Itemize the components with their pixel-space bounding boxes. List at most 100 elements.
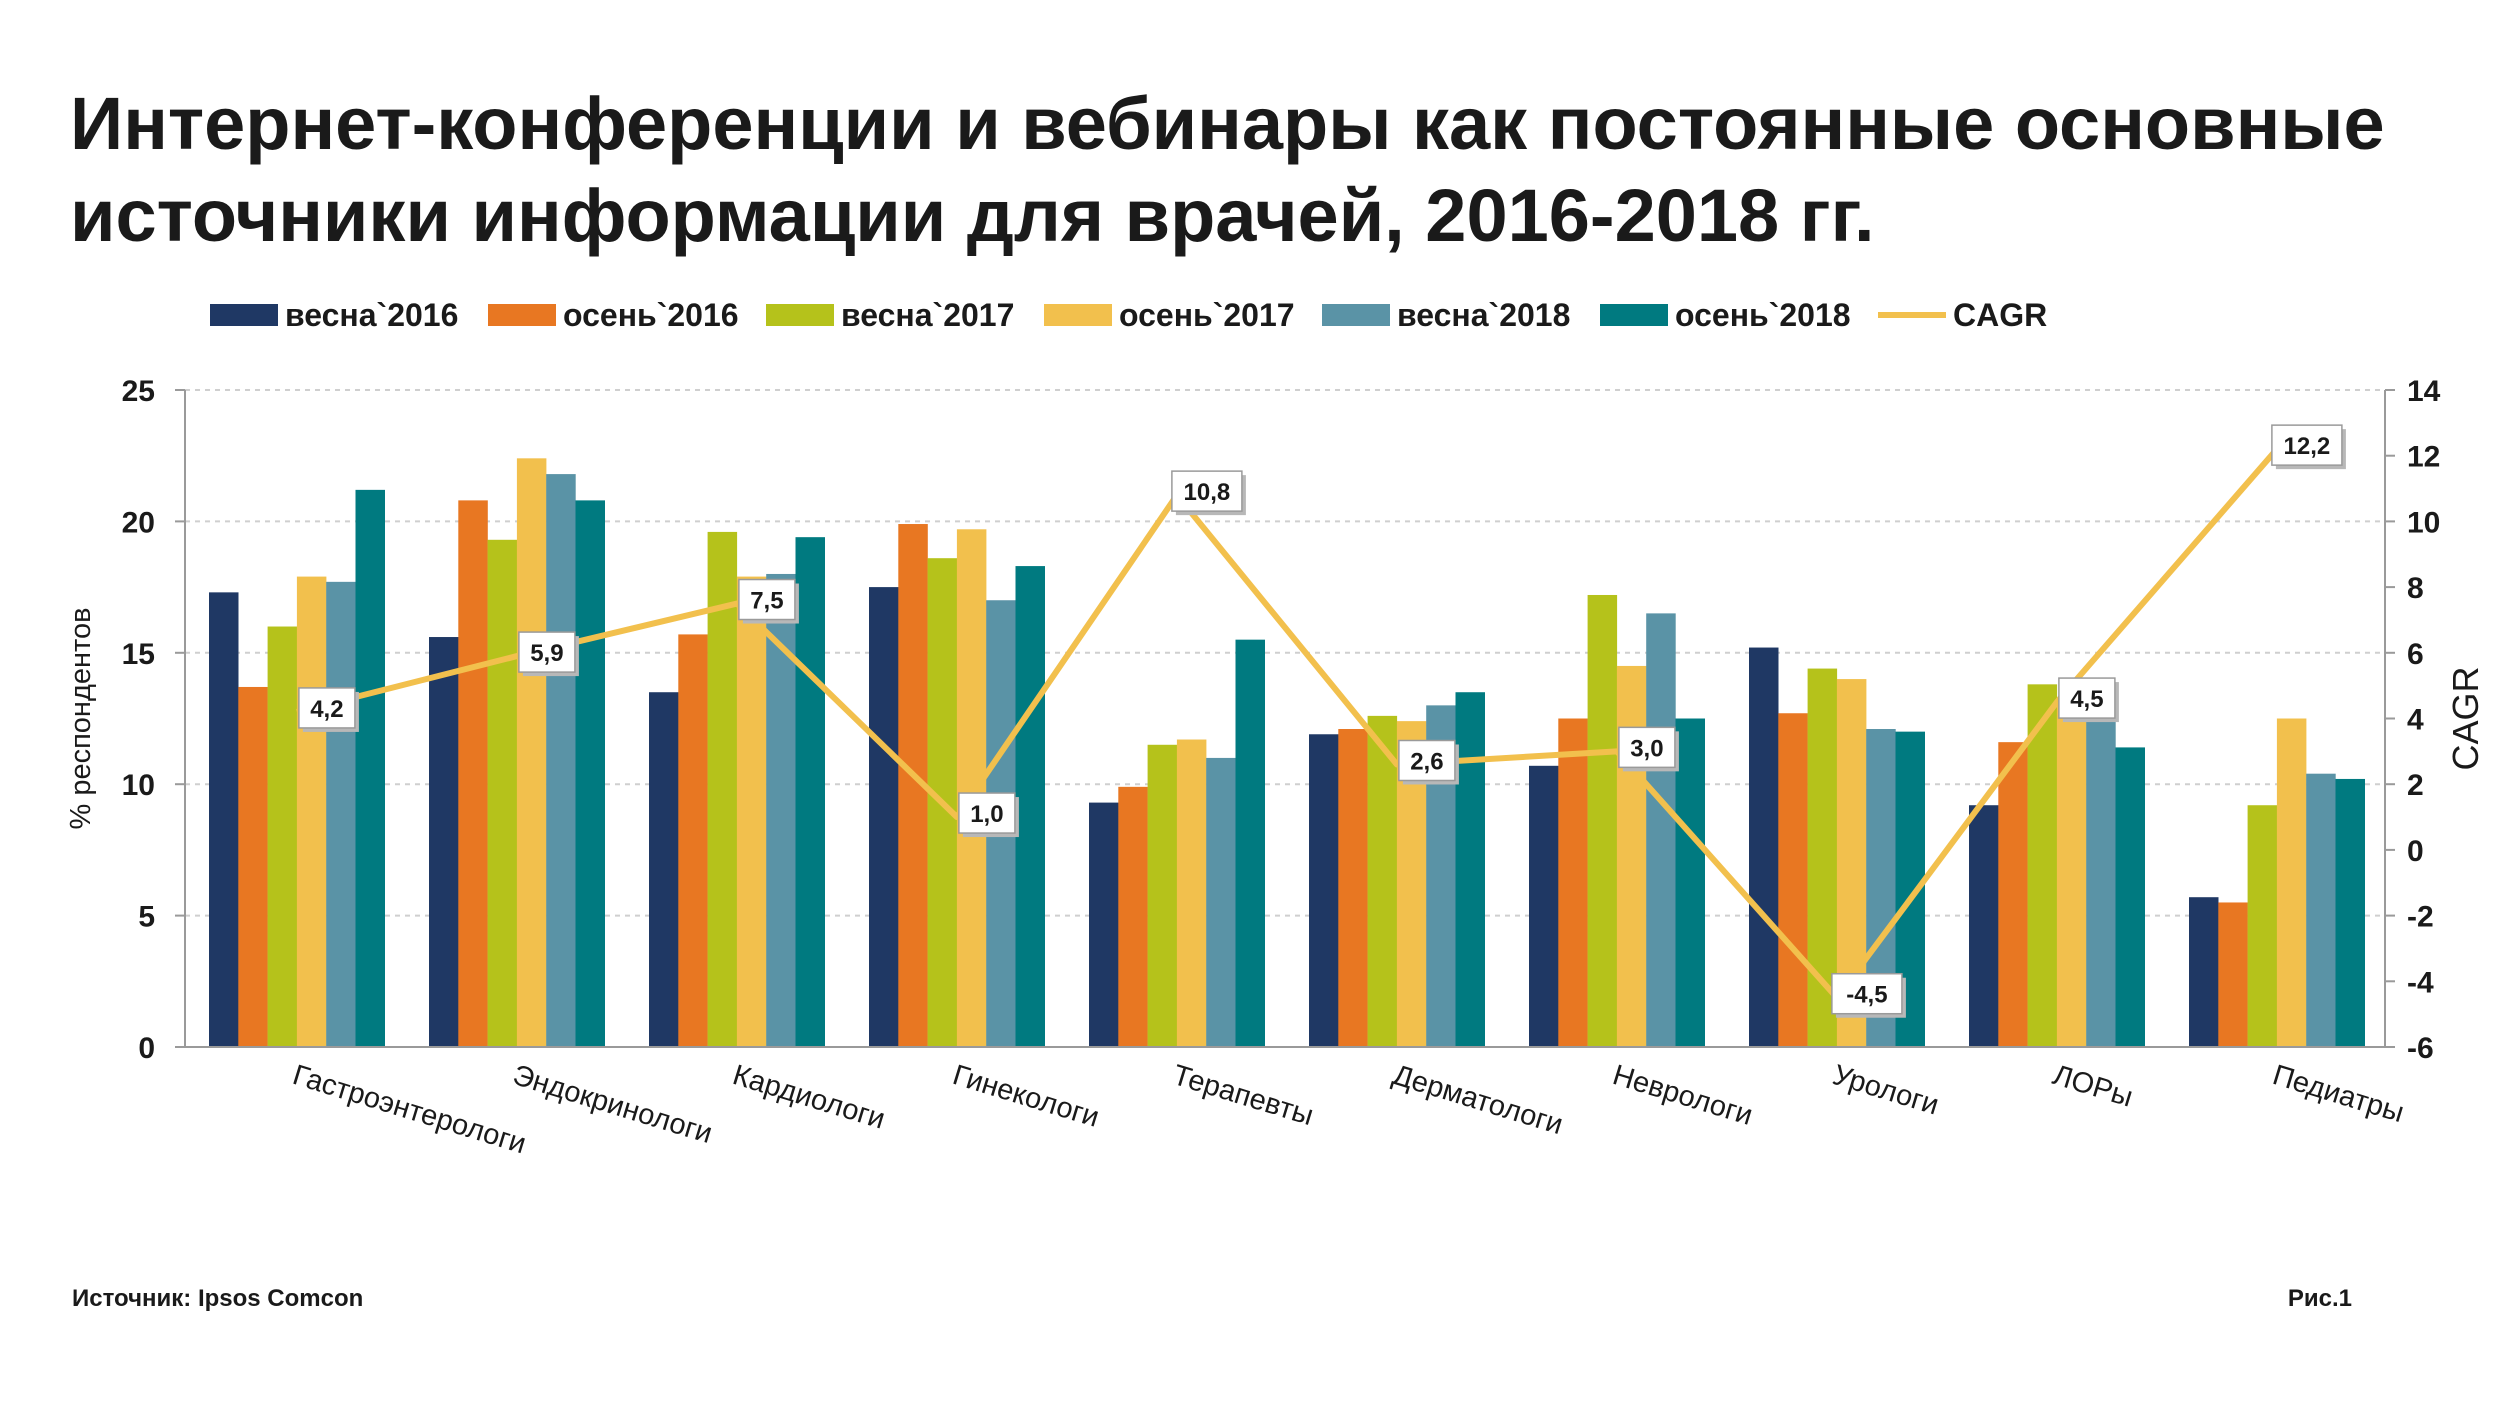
bar: [2247, 805, 2278, 1047]
left-tick-label: 20: [122, 506, 155, 539]
cagr-data-label: 7,5: [738, 578, 799, 624]
chart-title: Интернет-конференции и вебинары как пост…: [70, 82, 2385, 257]
bar: [2115, 747, 2145, 1047]
legend-label: CAGR: [1953, 297, 2047, 333]
bar: [1969, 805, 1999, 1047]
category-label: ЛОРы: [2049, 1059, 2137, 1114]
bar: [649, 692, 679, 1047]
category-label: Гинекологи: [949, 1059, 1103, 1134]
legend-swatch: [488, 304, 556, 326]
legend-swatch: [1322, 304, 1390, 326]
label-box: [1398, 739, 1456, 782]
label-text: 3,0: [1630, 735, 1663, 762]
category-label: Урологи: [1829, 1059, 1943, 1121]
bar: [2189, 897, 2219, 1047]
legend-item: осень`2018: [1600, 297, 1851, 333]
right-tick-label: 14: [2407, 375, 2441, 408]
label-text: -4,5: [1846, 982, 1887, 1009]
label-text: 4,5: [2070, 686, 2103, 713]
category-label: Эндокринологи: [509, 1059, 716, 1150]
bar: [575, 500, 605, 1048]
bar: [1147, 744, 1178, 1047]
bar: [487, 539, 518, 1047]
label-box: [1831, 972, 1903, 1015]
category-label: Гастроэнтерологи: [289, 1059, 530, 1160]
bar: [795, 537, 825, 1047]
label-box: [2058, 677, 2116, 719]
bar: [326, 581, 356, 1047]
label-box: [1618, 726, 1676, 769]
bar: [355, 489, 385, 1047]
label-box: [2271, 424, 2343, 466]
y2-axis-title: CAGR: [2445, 666, 2486, 770]
right-tick-label: 4: [2407, 704, 2424, 737]
bar: [458, 500, 488, 1048]
cagr-data-label: 12,2: [2271, 424, 2346, 470]
legend-swatch: [766, 304, 834, 326]
right-tick-label: -4: [2407, 966, 2434, 999]
bar: [2218, 902, 2248, 1047]
bar: [2086, 705, 2116, 1047]
bar: [238, 686, 268, 1047]
category-label: Терапевты: [1169, 1059, 1317, 1132]
bar: [1206, 757, 1236, 1047]
cagr-data-label: 3,0: [1618, 726, 1679, 772]
cagr-data-label: 4,5: [2058, 677, 2119, 723]
label-text: 10,8: [1184, 479, 1231, 506]
label-text: 2,6: [1410, 748, 1443, 775]
bar: [736, 576, 767, 1047]
cagr-data-label: 4,2: [298, 687, 359, 732]
category-label: Педиатры: [2269, 1059, 2408, 1129]
label-box: [518, 631, 576, 673]
bar: [1176, 739, 1207, 1047]
right-tick-label: -2: [2407, 901, 2434, 934]
bar: [2306, 773, 2336, 1047]
left-tick-label: 0: [138, 1032, 155, 1065]
bar: [1338, 729, 1368, 1047]
right-tick-label: 0: [2407, 835, 2424, 868]
bar: [956, 529, 987, 1047]
bar: [1558, 718, 1588, 1047]
bar: [1367, 715, 1398, 1047]
bar: [516, 458, 547, 1047]
left-tick-label: 25: [122, 375, 155, 408]
bar: [1998, 742, 2028, 1047]
legend-swatch: [210, 304, 278, 326]
bar: [1646, 613, 1676, 1047]
bar: [1616, 665, 1647, 1047]
legend-item: осень`2017: [1044, 297, 1295, 333]
legend-label: весна`2018: [1397, 297, 1570, 333]
right-tick-label: -6: [2407, 1032, 2434, 1065]
category-label: Дерматологи: [1389, 1059, 1567, 1141]
label-box: [298, 687, 356, 729]
label-text: 5,9: [530, 640, 563, 667]
left-tick-label: 5: [138, 901, 155, 934]
legend-label: весна`2017: [841, 297, 1014, 333]
category-label: Кардиологи: [729, 1059, 889, 1136]
label-box: [738, 578, 796, 621]
legend-item: весна`2017: [766, 297, 1014, 333]
label-text: 12,2: [2284, 433, 2331, 460]
right-tick-label: 8: [2407, 572, 2424, 605]
left-tick-label: 10: [122, 769, 155, 802]
bar: [1235, 639, 1265, 1047]
left-tick-label: 15: [122, 638, 155, 671]
cagr-data-label: 1,0: [958, 792, 1019, 838]
cagr-line: 4,2 5,9 7,5 1,0 10,8 2,6 3,0 -4,5 4,5 12,2: [296, 424, 2346, 1018]
right-tick-label: 12: [2407, 441, 2440, 474]
bar: [869, 587, 899, 1047]
label-text: 1,0: [970, 801, 1003, 828]
legend-item: весна`2018: [1322, 297, 1570, 333]
bar: [1749, 647, 1779, 1047]
cagr-polyline: [296, 447, 2280, 1001]
cagr-data-label: 2,6: [1398, 739, 1459, 785]
bar: [1089, 802, 1119, 1047]
bar: [267, 626, 298, 1047]
bar: [209, 592, 239, 1047]
right-tick-label: 2: [2407, 769, 2424, 802]
source-note: Источник: Ipsos Comcon: [72, 1285, 364, 1312]
bar: [678, 634, 708, 1047]
cagr-data-label: 5,9: [518, 631, 579, 677]
bar: [2335, 778, 2365, 1047]
